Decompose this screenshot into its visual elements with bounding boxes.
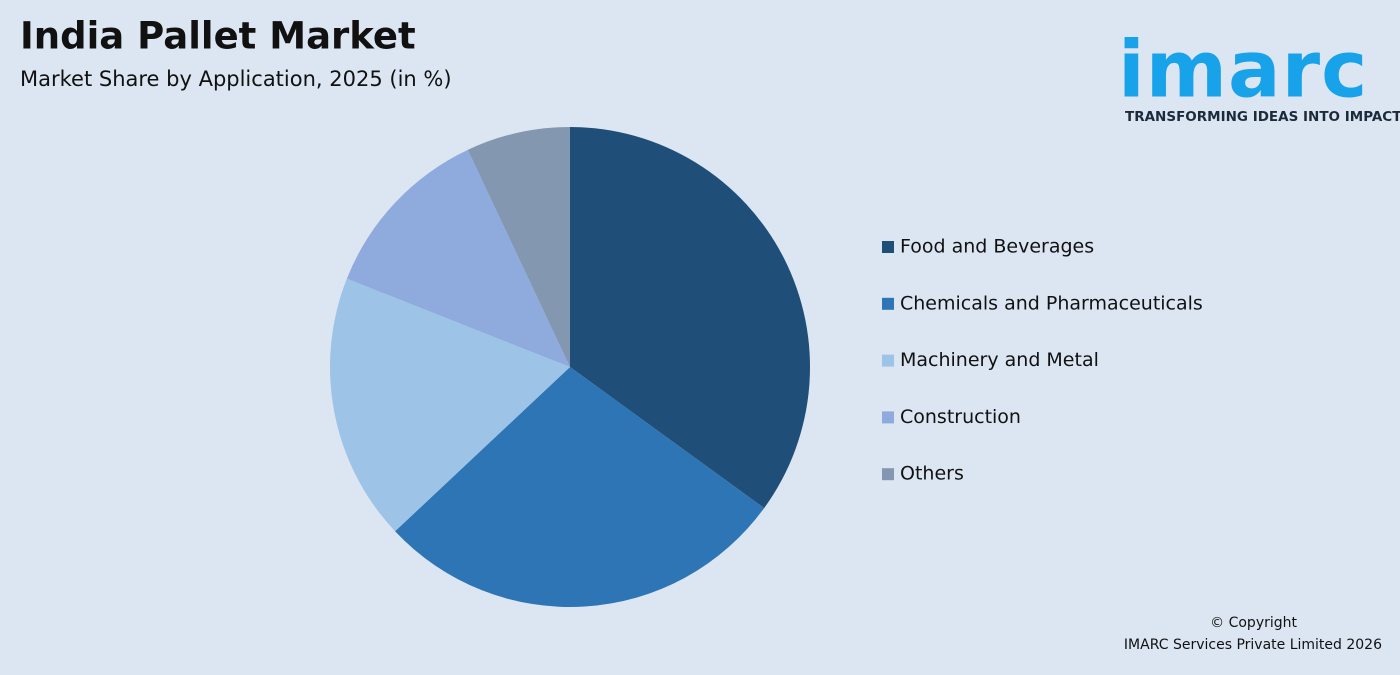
logo: imarc <box>1118 25 1368 115</box>
pie-slice <box>570 127 811 509</box>
chart-subtitle: Market Share by Application, 2025 (in %) <box>20 67 452 91</box>
legend-label: Machinery and Metal <box>900 349 1099 371</box>
legend-swatch <box>882 297 894 310</box>
pie-slice <box>467 127 570 367</box>
legend-swatch <box>882 411 894 424</box>
chart-title: India Pallet Market <box>20 15 416 58</box>
pie-slice <box>346 149 570 367</box>
pie-slice <box>330 278 570 532</box>
logo-tagline: TRANSFORMING IDEAS INTO IMPACT <box>1125 109 1400 125</box>
legend-label: Chemicals and Pharmaceuticals <box>900 292 1203 314</box>
legend-label: Others <box>900 463 964 485</box>
legend-swatch <box>882 354 894 367</box>
pie-slice <box>395 367 765 607</box>
legend-label: Food and Beverages <box>900 236 1094 258</box>
legend: Food and Beverages Chemicals and Pharmace… <box>882 236 1203 485</box>
legend-swatch <box>882 241 894 253</box>
legend-swatch <box>882 468 894 481</box>
copyright-owner: IMARC Services Private Limited 2026 <box>1124 637 1382 653</box>
pie <box>330 127 811 607</box>
legend-label: Construction <box>900 406 1021 428</box>
copyright: © Copyright <box>1210 615 1297 631</box>
